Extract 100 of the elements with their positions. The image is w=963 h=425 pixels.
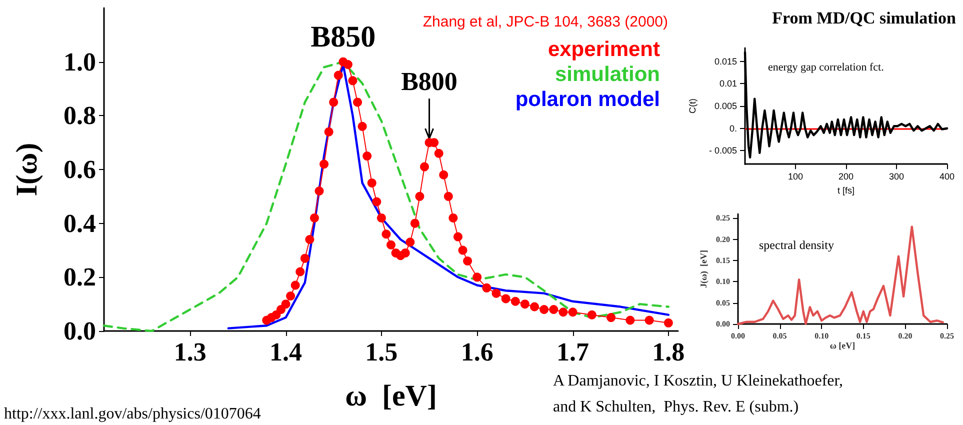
point bbox=[367, 178, 376, 188]
x-axis-title: ω [eV] bbox=[345, 380, 437, 412]
point bbox=[320, 160, 329, 169]
y-tick-label: 0.2 bbox=[64, 262, 96, 292]
point bbox=[587, 310, 596, 320]
point bbox=[501, 294, 510, 304]
point bbox=[626, 316, 635, 325]
point bbox=[606, 313, 616, 322]
point bbox=[458, 246, 468, 255]
x-tick-label: 0.05 bbox=[772, 332, 787, 340]
point bbox=[290, 280, 300, 290]
point bbox=[549, 304, 558, 314]
point bbox=[540, 304, 549, 314]
point bbox=[530, 302, 539, 312]
point bbox=[362, 152, 372, 161]
point bbox=[329, 98, 338, 107]
point bbox=[664, 318, 673, 328]
x-tick-label: 1.8 bbox=[652, 338, 685, 366]
y-tick-label: 0.10 bbox=[716, 277, 730, 286]
point bbox=[358, 122, 367, 131]
point bbox=[492, 288, 501, 298]
text: polaron model bbox=[515, 88, 660, 111]
point bbox=[406, 238, 415, 247]
x-tick-label: 100 bbox=[788, 172, 804, 182]
x-axis-title: ω [eV] bbox=[830, 340, 856, 350]
text: experiment bbox=[548, 38, 660, 61]
annotation: B850 bbox=[310, 20, 376, 54]
x-tick-label: 1.3 bbox=[174, 338, 206, 366]
point bbox=[644, 316, 654, 325]
y-tick-label: 0.20 bbox=[716, 234, 730, 244]
annotation: B800 bbox=[401, 67, 458, 96]
y-tick-label: 0.4 bbox=[64, 208, 96, 238]
x-tick-label: 1.4 bbox=[270, 338, 302, 366]
text: spectral density bbox=[759, 238, 834, 252]
line-series bbox=[736, 226, 944, 326]
x-tick-label: 1.5 bbox=[365, 338, 398, 366]
x-tick-label: 0.20 bbox=[898, 332, 912, 340]
y-tick-label: 0.00 bbox=[716, 320, 730, 328]
x-axis-title: t [fs] bbox=[837, 186, 855, 196]
point bbox=[305, 234, 314, 244]
y-tick-label: 0.015 bbox=[714, 56, 737, 66]
text: A Damjanovic, I Kosztin, U Kleinekathoefer, bbox=[553, 372, 843, 390]
y-tick-label: 0.15 bbox=[716, 256, 730, 266]
x-tick-label: 0.10 bbox=[814, 332, 829, 340]
y-tick-label: 0. bbox=[729, 123, 737, 134]
point bbox=[482, 283, 492, 292]
point bbox=[343, 60, 352, 70]
point bbox=[510, 296, 520, 306]
text: energy gap correlation fct. bbox=[768, 62, 884, 74]
x-tick-label: 1.7 bbox=[556, 338, 590, 366]
point bbox=[448, 213, 458, 222]
point bbox=[400, 248, 410, 258]
point bbox=[453, 232, 462, 242]
y-tick-label: 0.05 bbox=[716, 298, 730, 308]
point bbox=[376, 213, 386, 222]
x-tick-label: 300 bbox=[888, 172, 904, 182]
y-tick-label: 0.01 bbox=[719, 78, 737, 89]
point bbox=[558, 308, 568, 317]
y-tick-label: 0.8 bbox=[64, 101, 96, 130]
x-tick-label: 0.25 bbox=[940, 332, 954, 340]
y-tick-label: 1.0 bbox=[64, 47, 96, 76]
y-tick-label: 0.005 bbox=[714, 101, 737, 112]
point bbox=[281, 300, 290, 309]
point bbox=[353, 98, 362, 107]
point bbox=[348, 76, 358, 86]
point bbox=[472, 272, 482, 282]
point bbox=[296, 267, 305, 276]
text: simulation bbox=[554, 63, 660, 86]
point bbox=[382, 230, 391, 239]
x-tick-label: 200 bbox=[838, 172, 854, 182]
text: and K Schulten, Phys. Rev. E (subm.) bbox=[553, 398, 799, 416]
text: From MD/QC simulation bbox=[772, 8, 957, 28]
point bbox=[314, 186, 324, 196]
y-axis-title: I(ω) bbox=[10, 142, 44, 196]
point bbox=[310, 213, 319, 222]
point bbox=[386, 240, 396, 250]
point bbox=[434, 148, 444, 158]
point bbox=[372, 197, 382, 206]
point bbox=[300, 254, 310, 263]
point bbox=[420, 162, 429, 172]
y-tick-label: - 0.005 bbox=[708, 146, 737, 156]
point bbox=[415, 192, 424, 201]
y-tick-label: 0.25 bbox=[716, 214, 730, 223]
text: http://xxx.lanl.gov/abs/physics/0107064 bbox=[4, 406, 261, 422]
point bbox=[439, 170, 448, 180]
point bbox=[568, 308, 578, 317]
x-tick-label: 400 bbox=[939, 172, 955, 182]
y-axis-title: C(t) bbox=[688, 98, 698, 114]
point bbox=[286, 292, 296, 301]
x-tick-label: 1.6 bbox=[460, 338, 494, 366]
point bbox=[324, 127, 334, 136]
x-tick-label: 0.00 bbox=[731, 332, 745, 340]
y-tick-label: 0.6 bbox=[64, 155, 96, 184]
x-tick-label: 0.15 bbox=[856, 332, 870, 340]
point bbox=[410, 218, 420, 228]
point bbox=[520, 300, 530, 309]
point bbox=[463, 256, 472, 266]
y-tick-label: 0.0 bbox=[64, 316, 96, 346]
annotation: Zhang et al, JPC-B 104, 3683 (2000) bbox=[422, 14, 668, 30]
y-axis-title: J(ω) [eV] bbox=[698, 250, 708, 288]
